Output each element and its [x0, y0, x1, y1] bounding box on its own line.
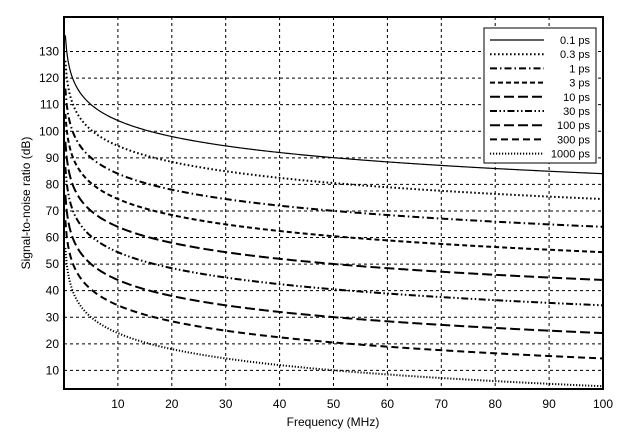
- y-tick-label: 70: [46, 204, 60, 218]
- y-tick-label: 110: [40, 98, 59, 112]
- y-tick-label: 30: [46, 310, 60, 324]
- legend-label: 10 ps: [563, 92, 590, 104]
- x-tick-label: 80: [489, 397, 503, 411]
- legend: 0.1 ps 0.3 ps 1 ps 3 ps 10 ps 30 ps 100 ps 300 …: [483, 27, 597, 164]
- legend-label: 1 ps: [569, 63, 590, 75]
- y-tick-label: 20: [46, 337, 60, 351]
- x-tick-labels: 10 20 30 40 50 60 70 80 90 100: [111, 397, 613, 411]
- series-line: [64, 141, 603, 281]
- plot-frame: [63, 16, 604, 390]
- series-layer: [64, 35, 603, 388]
- series-line: [64, 166, 603, 307]
- y-tick-label: 120: [39, 71, 59, 85]
- y-tick-label: 40: [46, 284, 60, 298]
- legend-label: 1000 ps: [551, 149, 591, 161]
- legend-label: 30 ps: [563, 106, 590, 118]
- series-line: [64, 88, 603, 228]
- y-tick-label: 80: [46, 177, 60, 191]
- x-tick-label: 40: [273, 397, 287, 411]
- y-tick-label: 90: [46, 151, 60, 165]
- legend-label: 3 ps: [569, 78, 590, 90]
- y-tick-label: 10: [46, 363, 60, 377]
- x-tick-label: 10: [111, 397, 125, 411]
- legend-box: [483, 27, 597, 164]
- series-line: [64, 220, 603, 360]
- x-tick-label: 100: [593, 397, 613, 411]
- legend-label: 0.3 ps: [560, 49, 590, 61]
- y-tick-labels: 10 20 30 40 50 60 70 80 90 100 110 120 130: [39, 45, 59, 378]
- x-tick-label: 70: [435, 397, 449, 411]
- y-axis-title: Signal-to-noise ratio (dB): [19, 137, 33, 270]
- x-tick-label: 20: [165, 397, 179, 411]
- series-line: [64, 194, 603, 335]
- legend-label: 100 ps: [557, 120, 591, 132]
- y-tick-label: 130: [39, 45, 59, 59]
- legend-label: 300 ps: [557, 134, 591, 146]
- y-tick-label: 60: [46, 231, 60, 245]
- y-tick-label: 100: [39, 124, 59, 138]
- series-line: [64, 247, 603, 388]
- x-tick-label: 50: [327, 397, 341, 411]
- x-axis-title: Frequency (MHz): [287, 415, 380, 429]
- series-line: [64, 113, 603, 254]
- y-tick-label: 50: [46, 257, 60, 271]
- series-line: [64, 35, 603, 175]
- legend-label: 0.1 ps: [560, 35, 590, 47]
- x-tick-label: 90: [542, 397, 556, 411]
- x-tick-label: 60: [381, 397, 395, 411]
- x-tick-label: 30: [219, 397, 233, 411]
